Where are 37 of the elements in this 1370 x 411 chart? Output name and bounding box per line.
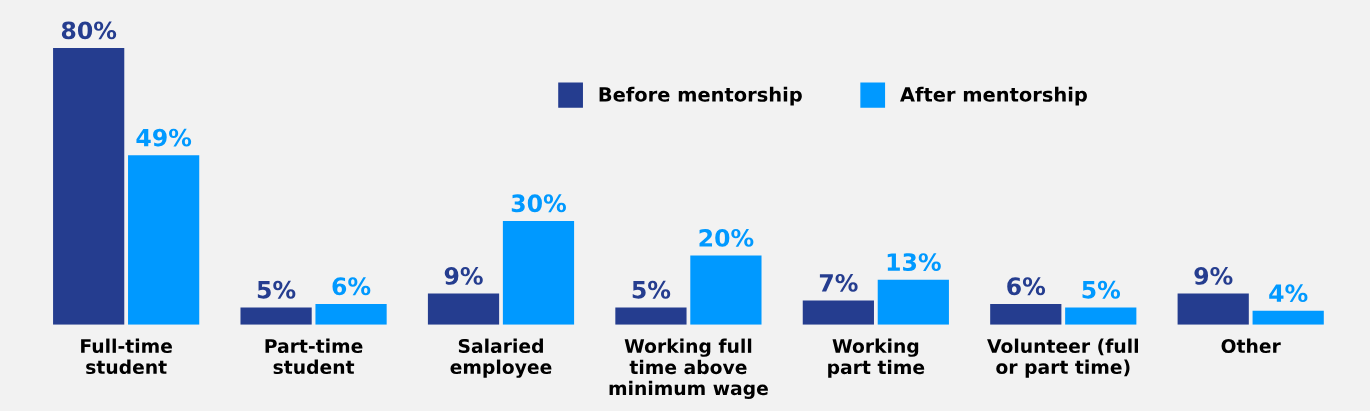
x-tick-label: Full-time student (81, 338, 172, 375)
bar (615, 307, 687, 325)
x-tick-label: Working full time above minimum wage (609, 338, 768, 400)
data-label: 20% (699, 228, 754, 247)
bar (877, 279, 949, 325)
x-tick-label: Volunteer (full or part time) (987, 338, 1138, 378)
bar (53, 48, 125, 325)
bar (990, 303, 1062, 325)
legend-label: After mentorship (900, 86, 1087, 106)
data-label: 5% (632, 280, 671, 299)
data-label: 6% (332, 277, 371, 296)
bar (1177, 293, 1249, 325)
legend-label: Before mentorship (599, 86, 802, 106)
x-tick-label: Other (1221, 338, 1281, 354)
bar (240, 307, 312, 325)
bar (502, 220, 575, 325)
data-label: 5% (1082, 280, 1121, 299)
data-label: 80% (61, 21, 117, 40)
data-label: 9% (444, 266, 483, 285)
bar (802, 300, 874, 325)
data-label: 49% (136, 128, 192, 147)
x-tick-label: Working part time (828, 338, 925, 378)
bar (315, 303, 387, 325)
x-tick-label: Part-time student (265, 338, 363, 375)
data-label: 9% (1194, 266, 1233, 285)
data-label: 5% (257, 280, 296, 299)
bar (427, 293, 500, 325)
bar (690, 255, 762, 325)
x-tick-label: Salaried employee (450, 338, 552, 378)
bar (128, 155, 200, 325)
data-label: 4% (1269, 284, 1308, 303)
data-label: 7% (819, 273, 858, 292)
data-label: 6% (1007, 277, 1046, 296)
data-label: 13% (887, 253, 941, 271)
data-label: 30% (511, 194, 566, 213)
bar (1252, 310, 1324, 325)
bar (1065, 307, 1137, 325)
